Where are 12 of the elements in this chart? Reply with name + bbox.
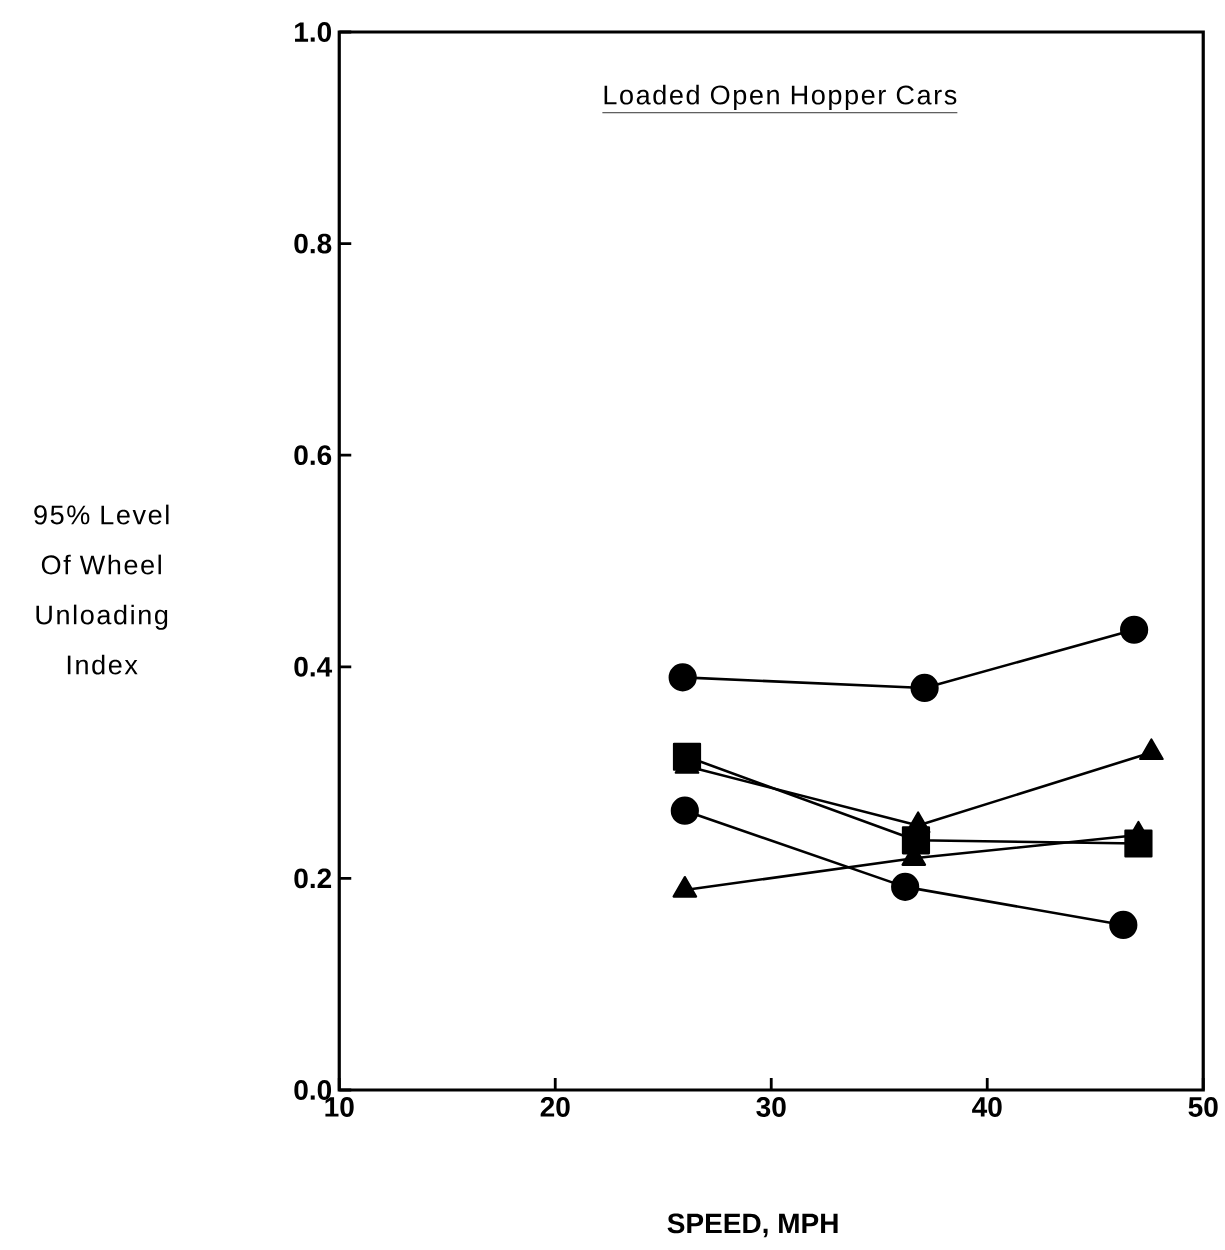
text: Loaded Open Hopper Cars bbox=[604, 84, 957, 110]
y-axis-title: 95% Level Of Wheel Unloading Index bbox=[34, 504, 169, 675]
y-tick-label: 0.2 bbox=[294, 868, 331, 889]
x-tick-label: 40 bbox=[971, 1097, 1002, 1117]
x-tick-label: 20 bbox=[540, 1097, 570, 1117]
x-axis-title: SPEED, MPH bbox=[667, 1213, 838, 1238]
x-tick-label: 50 bbox=[1188, 1097, 1218, 1117]
y-tick-label: 1.0 bbox=[294, 22, 331, 42]
x-tick-label: 30 bbox=[756, 1097, 786, 1117]
y-tick-label: 0.4 bbox=[294, 656, 332, 677]
y-tick-label: 0.6 bbox=[294, 445, 331, 466]
y-tick-label: 0.8 bbox=[294, 233, 332, 254]
